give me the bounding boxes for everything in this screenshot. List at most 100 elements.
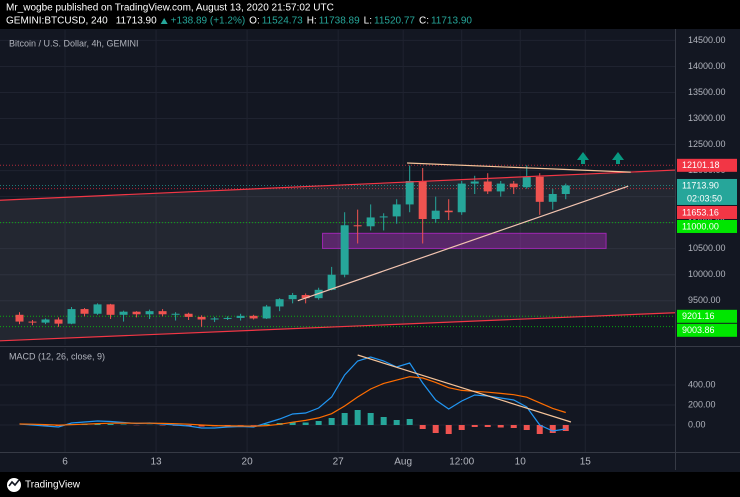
candle-body (67, 309, 76, 324)
arrow-icon (577, 152, 589, 164)
candle-body (262, 306, 271, 319)
up-triangle (160, 18, 168, 24)
candle-body (418, 180, 427, 219)
histogram-bar (562, 425, 569, 431)
histogram-bar (302, 422, 309, 425)
histogram-bar (263, 424, 270, 425)
y-tick-label: 14000.00 (688, 61, 726, 71)
price-tag-label: 12101.18 (682, 160, 720, 170)
trendline (297, 185, 629, 302)
y-tick-label: 12500.00 (688, 139, 726, 149)
candle-body (158, 311, 167, 315)
histogram-bar (94, 423, 101, 425)
zone (322, 232, 607, 249)
ohlc-label: L: (364, 16, 372, 27)
y-tick-label: 9500.00 (688, 295, 721, 305)
histogram-bar (367, 413, 374, 425)
candle-body (496, 183, 505, 192)
y-tick-label: 0.00 (688, 419, 706, 429)
trendline (357, 354, 572, 423)
quote-line: 11713.90 +138.89 (+1.2%) O: 11524.73 H: 11738… (116, 16, 473, 27)
macd-legend: MACD (12, 26, close, 9) (9, 351, 105, 361)
candle-body (197, 316, 206, 320)
histogram-bar (315, 421, 322, 425)
histogram-bar (198, 425, 205, 427)
candle-body (561, 185, 570, 195)
header-bar (0, 0, 740, 29)
histogram-bar (289, 422, 296, 425)
price-change: +138.89 (+1.2%) (171, 16, 246, 27)
author-line: Mr_wogbe published on TradingView.com, A… (6, 3, 334, 14)
histogram-bar (445, 425, 452, 434)
candle-body (119, 311, 128, 315)
x-tick-label: 12:00 (449, 457, 474, 468)
candle-body (106, 304, 115, 315)
histogram-bar (497, 425, 504, 428)
histogram-bar (471, 425, 478, 427)
candle-body (171, 313, 180, 315)
candle-body (301, 295, 310, 299)
histogram-bar (380, 417, 387, 425)
countdown: 02:03:50 (687, 193, 722, 203)
ohlc-value: 11520.77 (374, 16, 415, 27)
ohlc-label: H: (307, 16, 317, 27)
x-tick-label: 6 (62, 457, 68, 468)
price-tag (677, 205, 737, 219)
candle-body (132, 311, 141, 315)
histogram-bar (354, 410, 361, 425)
price-tag-label: 11653.16 (682, 207, 719, 217)
y-tick-label: 13000.00 (688, 113, 726, 123)
candle-body (431, 210, 440, 219)
price-tag-label: 9201.16 (682, 311, 715, 321)
price-tag-label: 9003.86 (682, 325, 715, 335)
candle-body (522, 176, 531, 188)
candle-body (93, 304, 102, 314)
x-tick-label: 27 (333, 457, 345, 468)
candle-body (288, 295, 297, 300)
ohlc-value: 11524.73 (262, 16, 303, 27)
histogram-bar (458, 425, 465, 430)
candle-body (249, 315, 258, 319)
histogram-bar (406, 419, 413, 425)
logo (7, 478, 21, 492)
y-tick-label: 200.00 (688, 399, 716, 409)
candle-body (509, 183, 518, 188)
x-tick-label: 20 (242, 457, 254, 468)
price-tag (677, 178, 737, 205)
x-tick-label: Aug (394, 457, 412, 468)
candle-body (54, 319, 63, 324)
histogram-bar (484, 425, 491, 427)
x-tick-label: 15 (580, 457, 592, 468)
y-tick-label: 14500.00 (688, 35, 726, 45)
y-tick-label: 10000.00 (688, 269, 726, 279)
candle-body (548, 194, 557, 202)
candle-body (457, 183, 466, 213)
candle-body (535, 176, 544, 202)
candle-body (392, 204, 401, 217)
ohlc-value: 11738.89 (319, 16, 360, 27)
price-tag-label: 11713.90 (682, 180, 719, 190)
candle-body (236, 315, 245, 318)
histogram-bar (341, 413, 348, 425)
ohlc-value: 11713.90 (431, 16, 472, 27)
plot: 9500.0010000.0010500.0011000.0011500.001… (0, 30, 737, 468)
trendline (0, 312, 676, 342)
macd-line (19, 356, 566, 432)
candle-body (41, 319, 50, 323)
price-tag (677, 323, 737, 337)
candle-body (28, 321, 37, 323)
symbol: GEMINI:BTCUSD, 240 (6, 16, 108, 27)
ohlc-label: O: (249, 16, 260, 27)
trendline (407, 162, 631, 173)
y-tick-label: 10500.00 (688, 243, 726, 253)
candle-body (405, 180, 414, 205)
brand: TradingView (25, 480, 81, 491)
main-legend: Bitcoin / U.S. Dollar, 4h, GEMINI (9, 38, 139, 48)
candle-body (379, 216, 388, 218)
last-price: 11713.90 (116, 16, 157, 27)
y-tick-label: 13500.00 (688, 87, 726, 97)
candle-body (15, 314, 24, 322)
histogram-bar (328, 418, 335, 425)
x-tick-label: 13 (151, 457, 163, 468)
price-tag (677, 219, 737, 233)
